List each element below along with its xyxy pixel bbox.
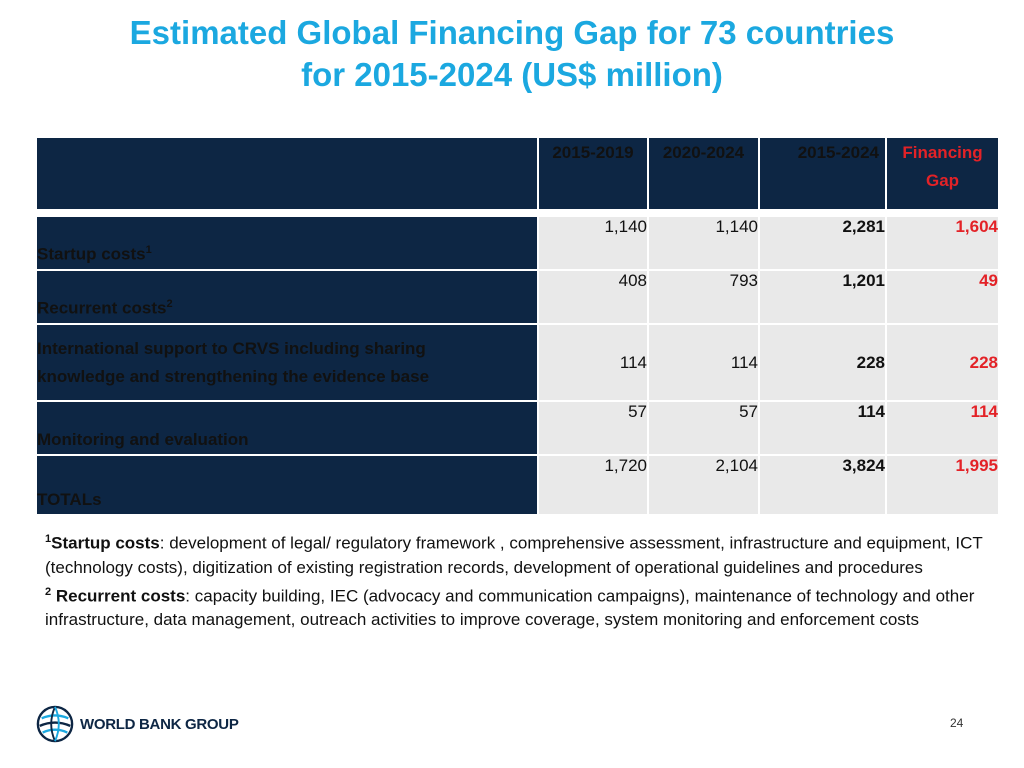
table-row: International support to CRVS including …	[35, 323, 1000, 402]
cell-2015-2024: 1,201	[758, 269, 887, 325]
footnote-1-marker: 1	[45, 533, 52, 545]
row-label-line-1: International support to CRVS including …	[37, 338, 426, 358]
row-label-monitoring: Monitoring and evaluation	[35, 400, 539, 456]
cell-2015-2019: 1,720	[537, 454, 649, 516]
header-2020-2024: 2020-2024	[647, 136, 760, 211]
cell-2020-2024: 57	[647, 400, 760, 456]
row-label-text: Startup costs	[37, 245, 146, 264]
footnote-2-marker: 2	[45, 585, 52, 598]
footnote-2-text: : capacity building, IEC (advocacy and c…	[45, 586, 975, 630]
cell-2015-2024: 228	[758, 323, 887, 402]
table-row: Recurrent costs2 408 793 1,201 49	[35, 269, 1000, 325]
footnote-1-text: : development of legal/ regulatory frame…	[45, 533, 983, 577]
cell-financing-gap: 49	[885, 269, 1000, 325]
row-label-startup: Startup costs1	[35, 215, 539, 271]
table-header-row: 2015-2019 2020-2024 2015-2024 Financing …	[35, 136, 1000, 211]
header-financing-gap: Financing Gap	[885, 136, 1000, 211]
title-line-1: Estimated Global Financing Gap for 73 co…	[129, 14, 895, 51]
financing-gap-table: 2015-2019 2020-2024 2015-2024 Financing …	[35, 136, 1000, 516]
row-label-line-2: knowledge and strengthening the evidence…	[37, 366, 430, 386]
cell-financing-gap: 228	[885, 323, 1000, 402]
slide-title: Estimated Global Financing Gap for 73 co…	[0, 12, 1024, 96]
table-row: Startup costs1 1,140 1,140 2,281 1,604	[35, 215, 1000, 271]
row-label-text: Recurrent costs	[37, 299, 167, 318]
header-gap-line-1: Financing	[902, 143, 983, 162]
cell-2015-2024: 114	[758, 400, 887, 456]
footnotes: 1Startup costs: development of legal/ re…	[45, 527, 985, 632]
cell-2015-2024: 2,281	[758, 215, 887, 271]
cell-financing-gap: 1,995	[885, 454, 1000, 516]
cell-2015-2019: 114	[537, 323, 649, 402]
globe-icon	[36, 705, 74, 743]
header-2015-2019: 2015-2019	[537, 136, 649, 211]
cell-financing-gap: 114	[885, 400, 1000, 456]
title-line-2: for 2015-2024 (US$ million)	[301, 56, 723, 93]
footnote-marker: 2	[166, 298, 173, 311]
cell-2015-2024: 3,824	[758, 454, 887, 516]
row-label-totals: TOTALs	[35, 454, 539, 516]
footnote-1: 1Startup costs: development of legal/ re…	[45, 527, 985, 580]
cell-2020-2024: 1,140	[647, 215, 760, 271]
page-number: 24	[950, 716, 964, 730]
table-row: Monitoring and evaluation 57 57 114 114	[35, 400, 1000, 456]
world-bank-logo: WORLD BANK GROUP	[36, 704, 239, 744]
cell-2015-2019: 1,140	[537, 215, 649, 271]
cell-financing-gap: 1,604	[885, 215, 1000, 271]
row-label-recurrent: Recurrent costs2	[35, 269, 539, 325]
cell-2015-2019: 408	[537, 269, 649, 325]
cell-2015-2019: 57	[537, 400, 649, 456]
table-row-totals: TOTALs 1,720 2,104 3,824 1,995	[35, 454, 1000, 516]
footnote-2: 2 Recurrent costs: capacity building, IE…	[45, 580, 985, 633]
row-label-international-support: International support to CRVS including …	[35, 323, 539, 402]
header-empty-cell	[35, 136, 539, 211]
footnote-2-term: Recurrent costs	[51, 586, 186, 606]
cell-2020-2024: 2,104	[647, 454, 760, 516]
footnote-marker: 1	[145, 244, 152, 257]
logo-text: WORLD BANK GROUP	[80, 715, 239, 733]
cell-2020-2024: 793	[647, 269, 760, 325]
header-gap-line-2: Gap	[925, 171, 960, 190]
footnote-1-term: Startup costs	[51, 533, 160, 553]
cell-2020-2024: 114	[647, 323, 760, 402]
header-2015-2024: 2015-2024	[758, 136, 887, 211]
